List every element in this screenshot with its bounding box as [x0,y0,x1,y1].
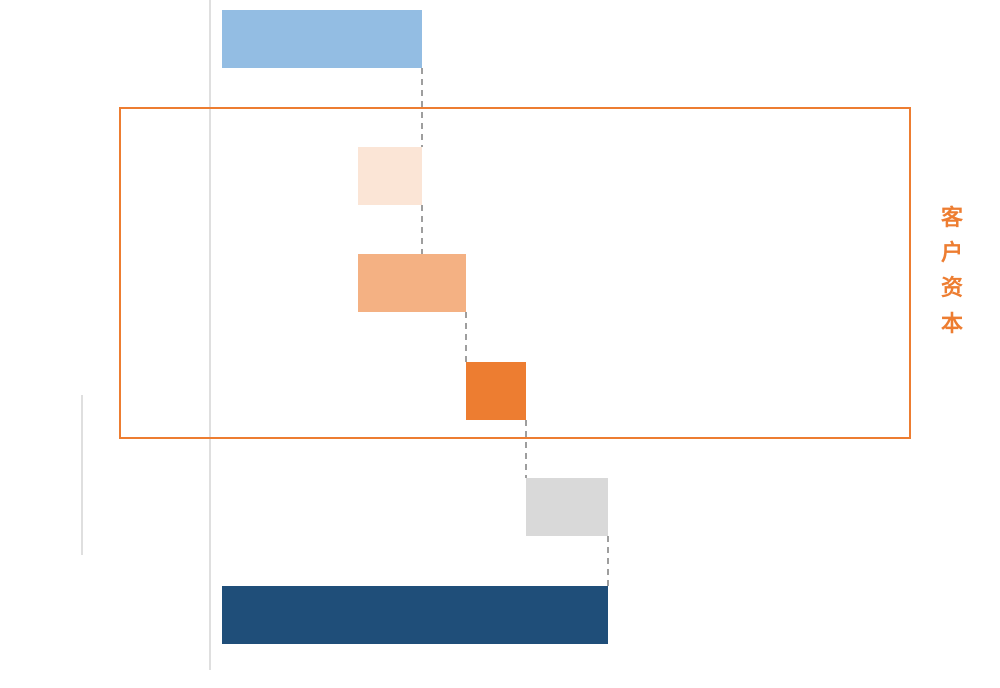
waterfall-chart [0,0,1000,688]
right-label-char: 户 [940,235,964,270]
bar-2 [358,147,422,205]
bar-4 [466,362,526,420]
bar-6 [222,586,608,644]
right-label-char: 客 [940,200,964,235]
bar-5 [526,478,608,536]
bar-3 [358,254,466,312]
right-side-label: 客户资本 [940,200,964,341]
bar-1 [222,10,422,68]
right-label-char: 本 [940,306,964,341]
right-label-char: 资 [940,270,964,305]
chart-background [0,0,1000,688]
